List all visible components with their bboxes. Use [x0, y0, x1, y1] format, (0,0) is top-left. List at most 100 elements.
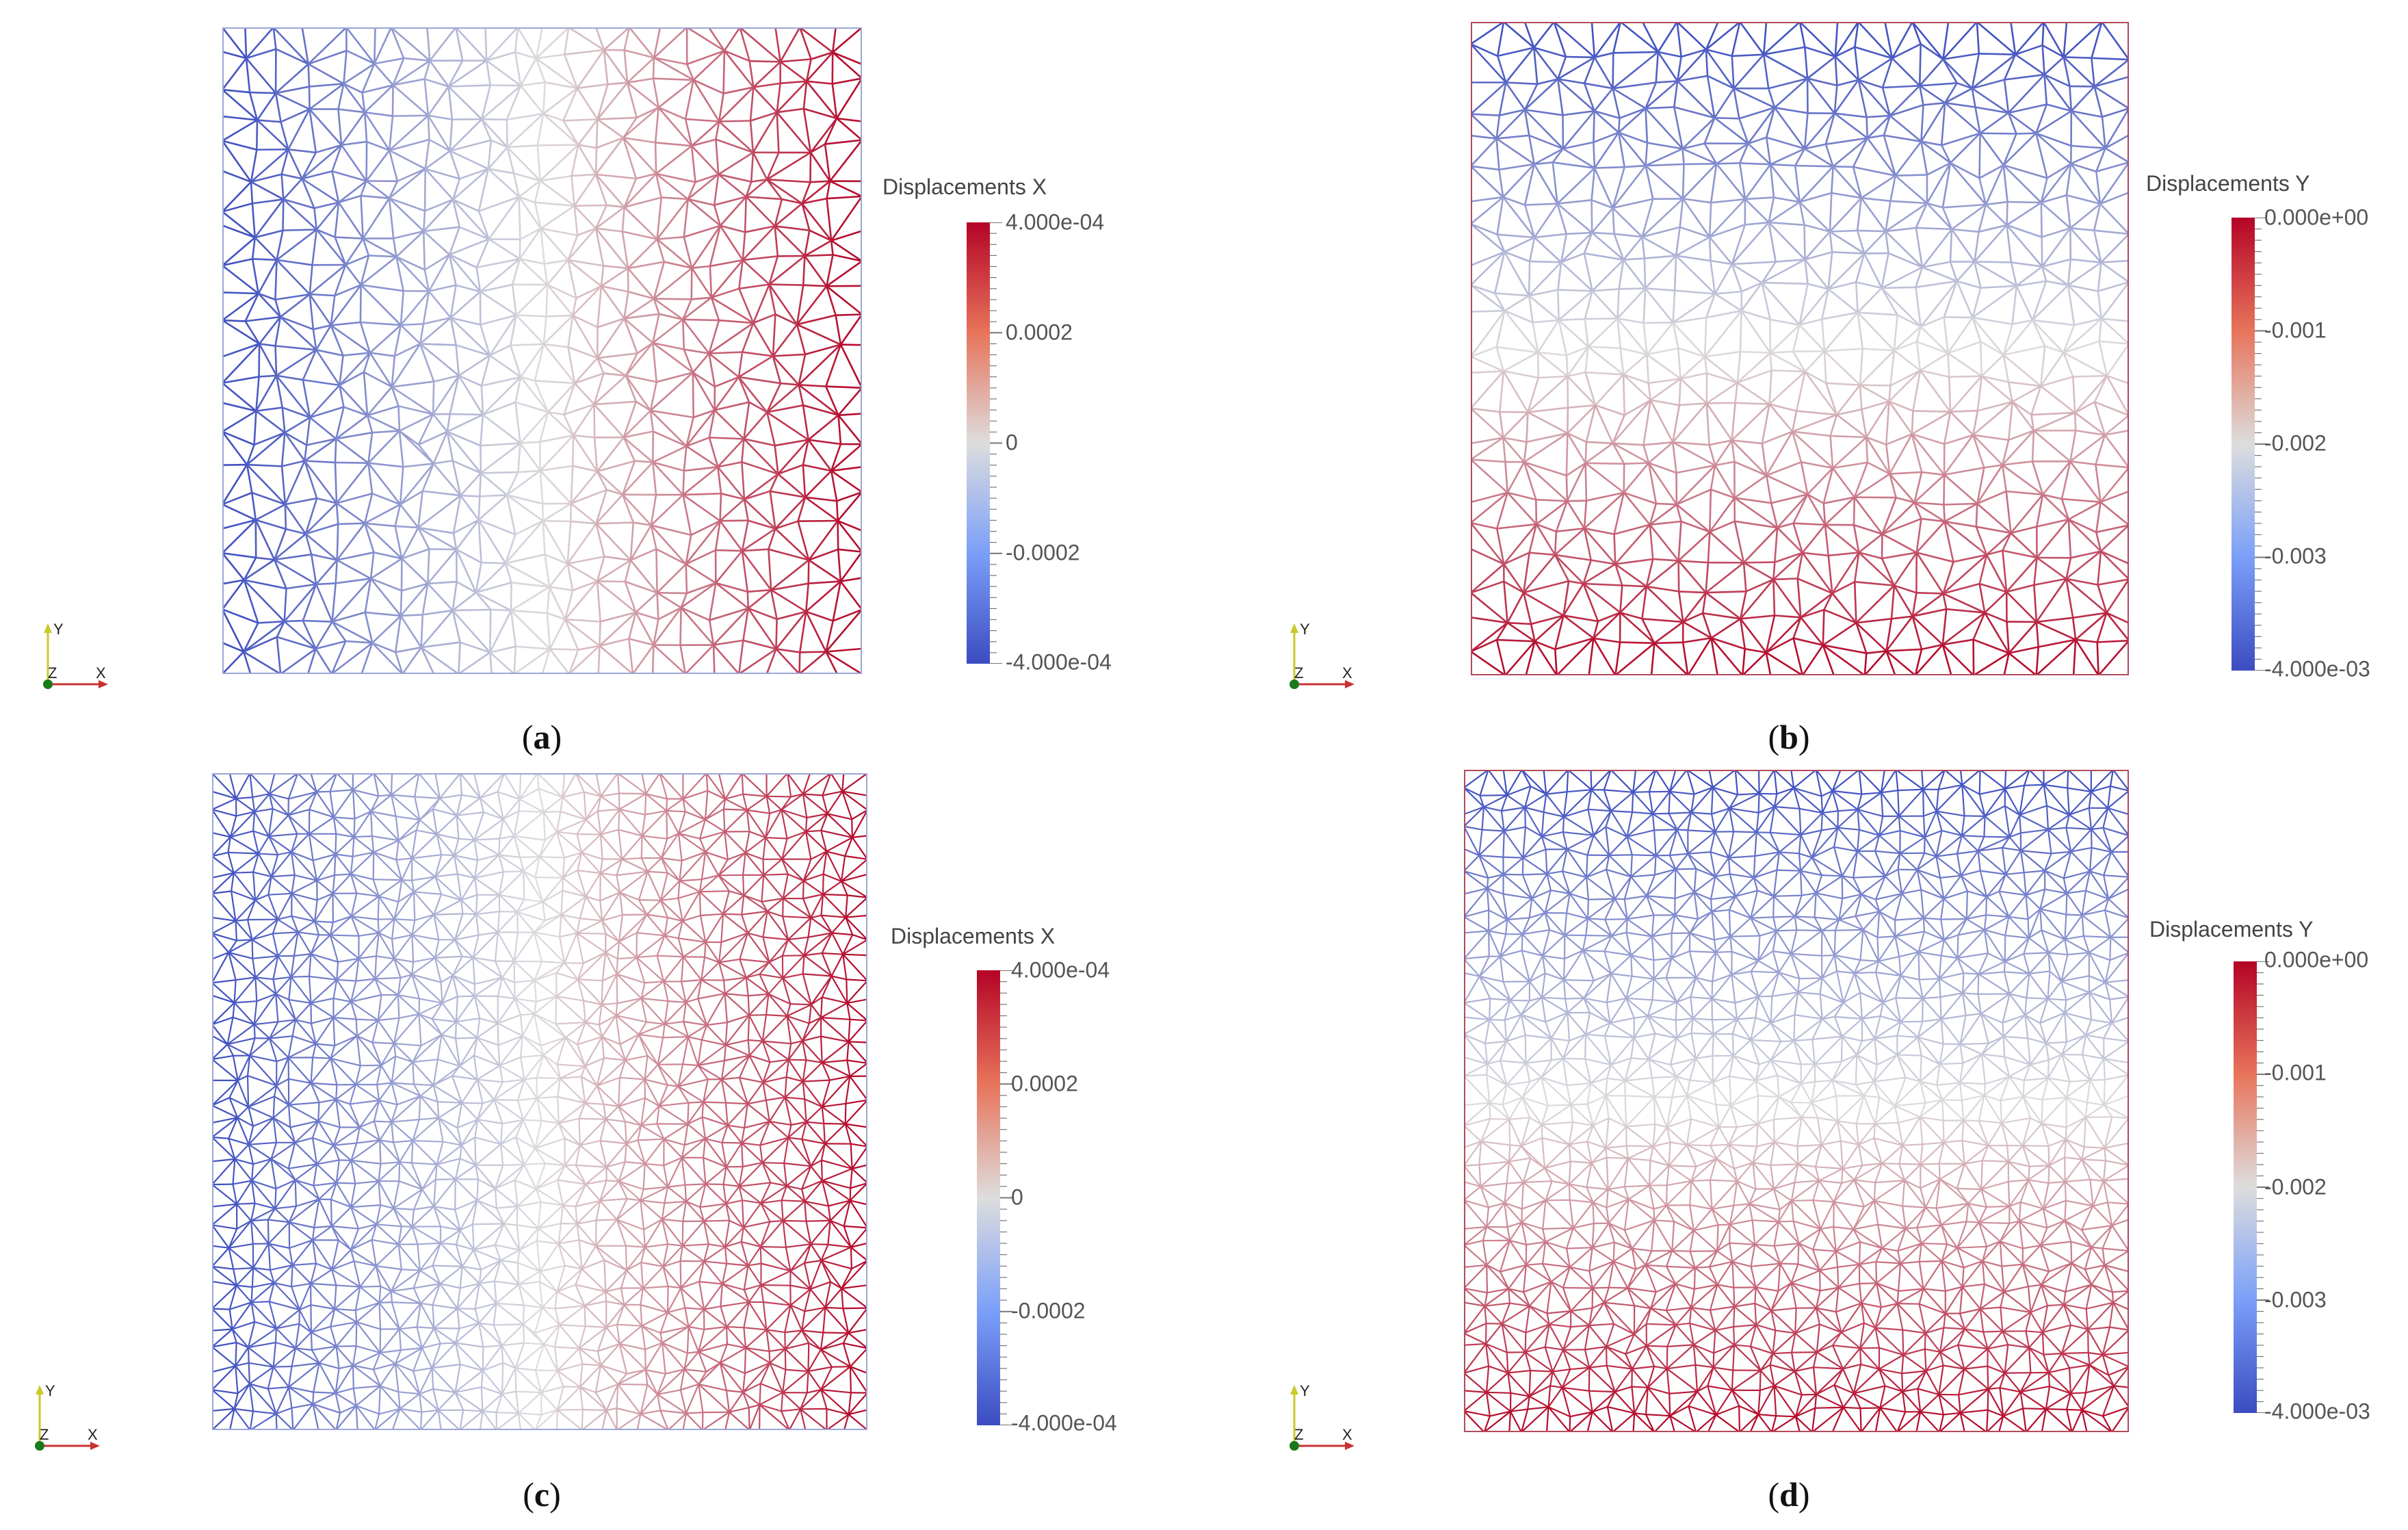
mesh-edge [291, 893, 315, 922]
mesh-edge [482, 376, 522, 416]
mesh-edge [1623, 374, 1651, 401]
mesh-edge [411, 974, 421, 999]
mesh-edge [646, 1055, 659, 1065]
mesh-edge [1976, 490, 2007, 505]
mesh-edge [1677, 49, 1707, 82]
mesh-edge [653, 298, 692, 300]
mesh-edge [1554, 531, 1558, 555]
mesh-edge [411, 935, 415, 962]
mesh-edge [513, 648, 551, 674]
mesh-edge [1566, 463, 1586, 502]
mesh-edge [748, 993, 770, 1016]
mesh-edge [2033, 584, 2038, 622]
mesh-edge [564, 619, 579, 651]
mesh-edge [315, 349, 341, 386]
mesh-edge [542, 113, 579, 146]
mesh-edge [228, 1117, 239, 1139]
mesh-edge [708, 352, 740, 378]
mesh-edge [595, 493, 624, 525]
mesh-edge [641, 835, 662, 859]
mesh-edge [1534, 161, 1553, 166]
mesh-edge [371, 493, 401, 506]
mesh-edge [801, 203, 833, 242]
mesh-edge [338, 108, 365, 114]
mesh-edge [436, 1141, 444, 1165]
mesh-edge [390, 794, 397, 817]
mesh-edge [391, 1082, 415, 1085]
mesh-edge [276, 621, 285, 638]
mesh-edge [254, 899, 278, 920]
mesh-edge [688, 1036, 703, 1041]
mesh-edge [1853, 462, 1869, 498]
mesh-edge [677, 898, 683, 922]
mesh-edge [667, 916, 683, 922]
mesh-edge [803, 880, 824, 895]
mesh-edge [1471, 223, 1498, 235]
mesh-edge [459, 1065, 478, 1080]
mesh-edge [1644, 255, 1677, 259]
mesh-edge [1524, 109, 1563, 116]
mesh-edge [335, 853, 353, 857]
mesh-edge [622, 137, 638, 179]
mesh-edge [678, 833, 706, 853]
mesh-edge [1497, 523, 1537, 530]
mesh-edge [276, 259, 313, 266]
mesh-edge [2073, 413, 2077, 431]
mesh-edge [1919, 369, 1952, 413]
mesh-edge [253, 1001, 258, 1025]
mesh-edge [250, 149, 258, 183]
mesh-edge [747, 1015, 750, 1041]
mesh-edge [514, 979, 536, 1000]
mesh-edge [235, 798, 255, 813]
mesh-edge [621, 231, 629, 269]
mesh-edge [837, 519, 862, 532]
mesh-edge [373, 851, 403, 881]
mesh-edge [742, 259, 770, 285]
mesh-edge [392, 60, 431, 86]
mesh-edge [521, 1013, 535, 1037]
mesh-edge [291, 915, 315, 922]
mesh-edge [343, 83, 363, 94]
mesh-edge [254, 1021, 278, 1026]
mesh-edge [1883, 115, 1891, 136]
mesh-edge [339, 352, 371, 386]
mesh-edge [846, 1060, 851, 1077]
mesh-edge [1705, 22, 1741, 51]
mesh-edge [1471, 491, 1508, 504]
mesh-edge [646, 857, 662, 872]
mesh-edge [802, 405, 809, 440]
mesh-edge [1763, 46, 1805, 55]
mesh-edge [2065, 578, 2074, 619]
mesh-edge [302, 378, 340, 387]
mesh-edge [285, 528, 306, 535]
mesh-edge [683, 236, 693, 269]
mesh-edge [542, 812, 558, 833]
mesh-edge [1560, 261, 1593, 292]
mesh-edge [397, 995, 400, 1018]
mesh-edge [1617, 287, 1647, 320]
mesh-edge [489, 354, 521, 378]
mesh-edge [355, 1084, 380, 1102]
mesh-edge [787, 1137, 812, 1167]
mesh-edge [335, 1160, 352, 1184]
mesh-edge [1738, 118, 1749, 144]
mesh-edge [252, 812, 256, 831]
mesh-edge [781, 859, 789, 874]
mesh-edge [577, 852, 583, 871]
mesh-edge [1623, 492, 1651, 526]
mesh-edge [489, 651, 515, 674]
mesh-edge [1911, 615, 1944, 646]
mesh-edge [391, 1121, 395, 1143]
mesh-edge [585, 872, 601, 897]
mesh-edge [802, 1023, 810, 1041]
mesh-edge [640, 1124, 665, 1140]
mesh-edge [846, 978, 867, 982]
mesh-edge [772, 356, 782, 384]
mesh-edge [1804, 259, 1809, 284]
mesh-edge [431, 1002, 443, 1020]
mesh-edge [2096, 642, 2099, 675]
mesh-edge [452, 974, 475, 985]
mesh-edge [279, 316, 317, 351]
mesh-edge [1584, 442, 1614, 464]
mesh-edge [831, 916, 847, 934]
